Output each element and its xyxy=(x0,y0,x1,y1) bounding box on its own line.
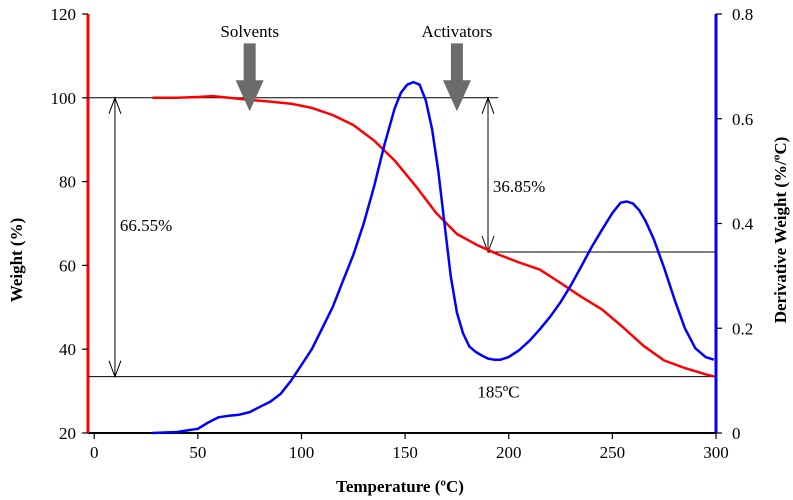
right-axis-title: Derivative Weight (%/ºC) xyxy=(771,137,790,324)
left-tick-label: 20 xyxy=(59,424,76,443)
x-tick-label: 50 xyxy=(189,443,206,462)
annotation-label: 36.85% xyxy=(493,177,545,196)
measure-arrow-66-head-bottom xyxy=(108,360,122,379)
measure-arrow-36-head-bottom xyxy=(481,235,495,254)
derivative-curve xyxy=(152,80,715,435)
left-axis-title: Weight (%) xyxy=(7,218,26,303)
right-tick-label: 0.6 xyxy=(732,110,753,129)
annotation-label: 185ºC xyxy=(477,382,519,401)
weight-curve xyxy=(152,94,715,378)
measure-arrow-66-head-top xyxy=(108,96,122,114)
left-tick-label: 40 xyxy=(59,340,76,359)
x-tick-label: 100 xyxy=(289,443,315,462)
right-tick-label: 0.4 xyxy=(732,215,754,234)
x-tick-label: 0 xyxy=(90,443,99,462)
plot-area: 0 50 100 150 200 250 300 20 40 60 80 100 120 0 0.2 0.4 0… xyxy=(51,5,754,462)
left-tick-label: 80 xyxy=(59,173,76,192)
x-tick-label: 200 xyxy=(496,443,522,462)
right-tick-label: 0.2 xyxy=(732,319,753,338)
right-tick-label: 0.8 xyxy=(732,5,753,24)
x-tick-label: 300 xyxy=(703,443,729,462)
measure-arrow-36-head-top xyxy=(481,96,495,114)
activators-arrow xyxy=(442,43,471,112)
solvents-arrow xyxy=(235,43,264,112)
x-axis-title: Temperature (ºC) xyxy=(336,477,464,496)
annotation-label: 66.55% xyxy=(120,216,172,235)
annotation-label: Solvents xyxy=(220,22,279,41)
annotation-label: Activators xyxy=(422,22,493,41)
left-tick-label: 100 xyxy=(51,89,77,108)
left-tick-label: 60 xyxy=(59,256,76,275)
left-tick-label: 120 xyxy=(51,5,77,24)
x-tick-label: 250 xyxy=(600,443,626,462)
x-tick-label: 150 xyxy=(392,443,418,462)
right-tick-label: 0 xyxy=(732,424,741,443)
